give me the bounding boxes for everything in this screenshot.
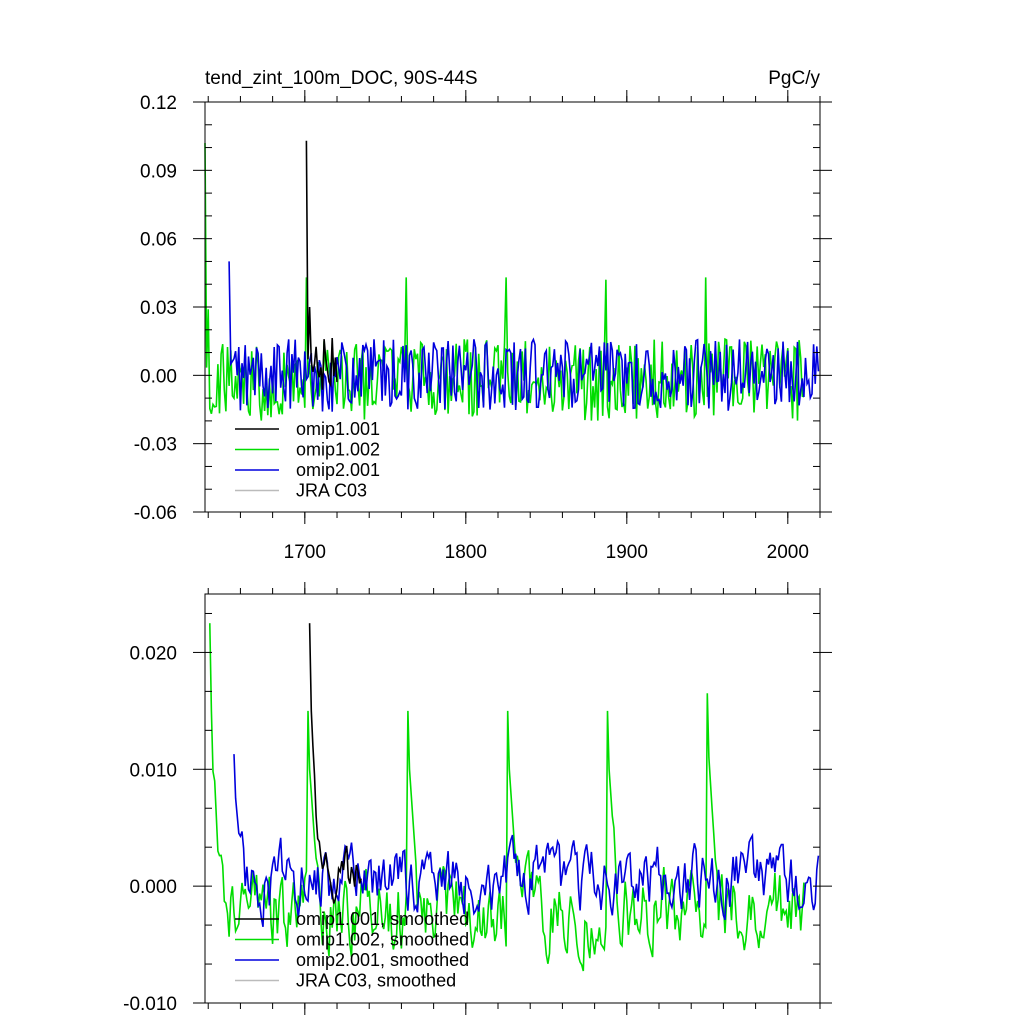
legend-label: omip1.002: [296, 440, 380, 460]
y-tick-label: 0.00: [140, 366, 177, 387]
series-line-1: [308, 623, 362, 904]
y-tick-label: 0.12: [140, 93, 177, 114]
y-tick-label: 0.000: [129, 877, 177, 898]
y-tick-label: 0.09: [140, 161, 177, 182]
legend-label: omip1.002, smoothed: [296, 930, 469, 950]
top-panel: -0.06 -0.03 0.00 0.03 0.06 0.09 0.12 1700 1800 19…: [134, 90, 832, 563]
series-line-2: [209, 623, 805, 972]
x-tick-label: 2000: [767, 542, 809, 563]
series-line-3: [228, 261, 820, 412]
y-tick-label: 0.03: [140, 298, 177, 319]
plot-frame: [204, 593, 821, 1004]
y-tick-label: 0.010: [129, 760, 177, 781]
chart-title: tend_zint_100m_DOC, 90S-44S: [205, 68, 478, 89]
units-label: PgC/y: [768, 68, 820, 89]
legend-label: JRA C03, smoothed: [296, 971, 456, 991]
x-tick-label: 1700: [284, 542, 326, 563]
legend-label: omip2.001: [296, 460, 380, 480]
legend-label: omip2.001, smoothed: [296, 950, 469, 970]
series-line-1: [305, 140, 338, 390]
legend-label: JRA C03: [296, 481, 367, 501]
x-tick-label: 1900: [606, 542, 648, 563]
y-tick-label: -0.010: [123, 994, 177, 1015]
x-tick-label: 1800: [445, 542, 487, 563]
legend-label: omip1.001: [296, 419, 380, 439]
legend-label: omip1.001, smoothed: [296, 909, 469, 929]
y-tick-label: 0.020: [129, 643, 177, 664]
y-tick-label: 0.06: [140, 230, 177, 251]
series-line-2: [204, 142, 805, 421]
series-line-3: [233, 754, 820, 928]
y-tick-label: -0.06: [134, 503, 177, 524]
bottom-panel: -0.010 0.000 0.010 0.020 omip1.001, smoothe…: [123, 582, 832, 1015]
y-tick-label: -0.03: [134, 435, 177, 456]
